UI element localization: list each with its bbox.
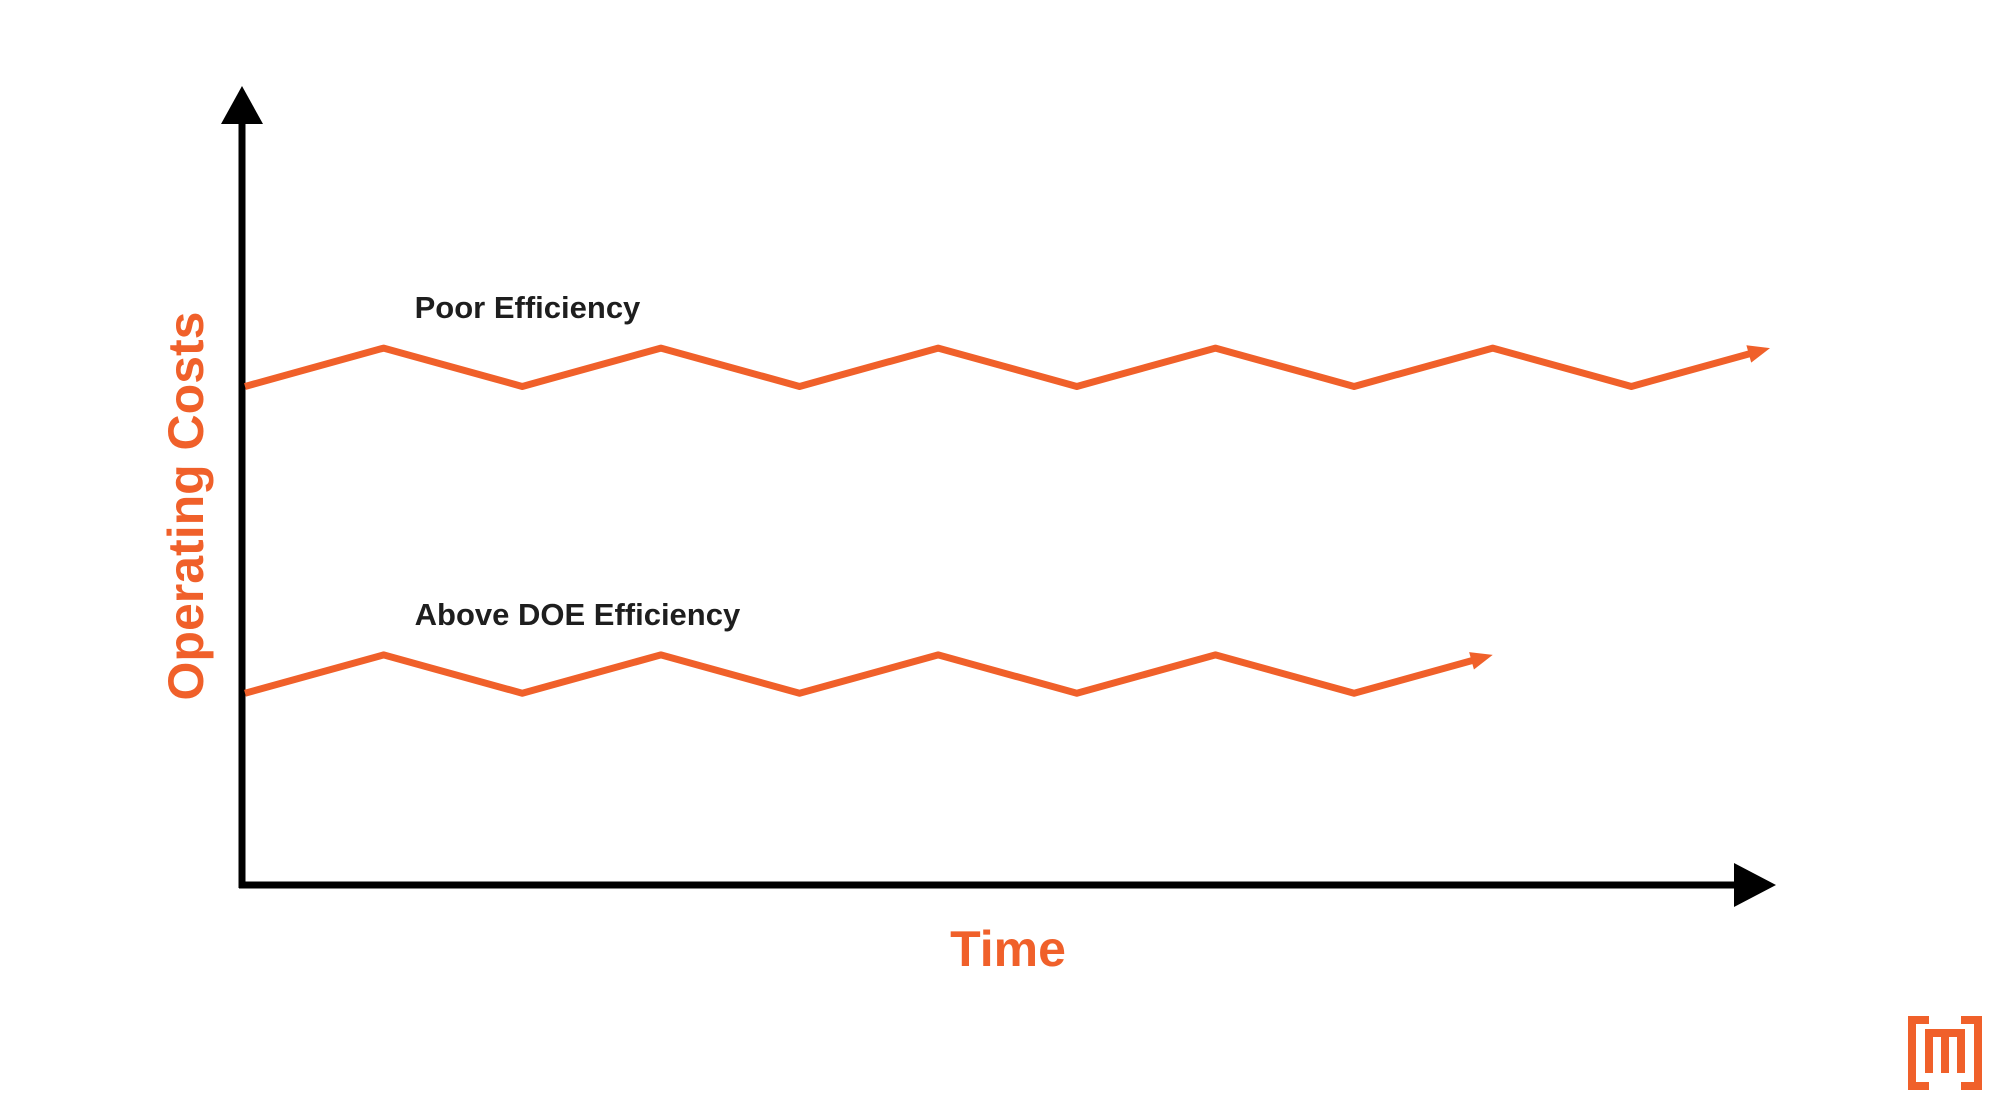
series-line-1: [244, 344, 1759, 390]
brand-logo: [1908, 1016, 1982, 1090]
axes: [221, 86, 1776, 907]
y-axis-arrowhead: [221, 86, 263, 124]
series-label-1: Poor Efficiency: [415, 290, 641, 325]
logo-m-mark: [1925, 1029, 1965, 1073]
logo-bracket-right: [1961, 1016, 1982, 1090]
series-1: Poor Efficiency: [244, 290, 1770, 390]
series-arrowhead-2: [1469, 652, 1493, 670]
y-axis-title: Operating Costs: [158, 312, 214, 701]
series-layer: Poor Efficiency Above DOE Efficiency: [244, 290, 1770, 697]
logo-bracket-left: [1908, 1016, 1929, 1090]
x-axis-arrowhead: [1734, 863, 1776, 907]
x-axis-title: Time: [950, 921, 1066, 977]
series-arrowhead-1: [1746, 345, 1770, 363]
series-2: Above DOE Efficiency: [244, 597, 1493, 697]
series-label-2: Above DOE Efficiency: [415, 597, 741, 632]
series-line-2: [244, 651, 1481, 697]
